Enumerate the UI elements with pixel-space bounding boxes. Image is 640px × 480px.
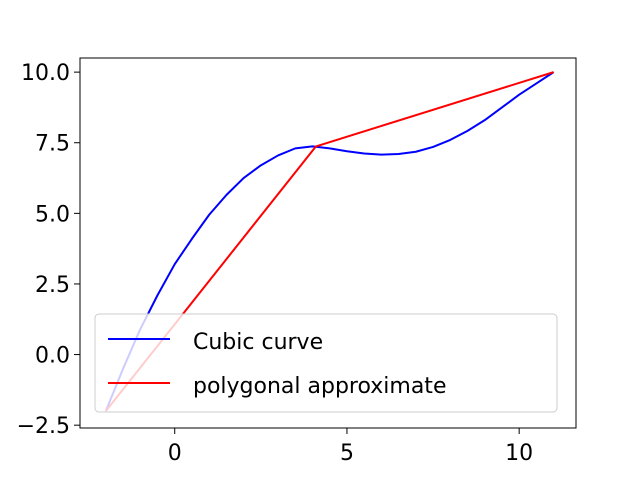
legend-label-polygonal-approximate: polygonal approximate [193, 374, 446, 399]
y-tick-label: 5.0 [35, 202, 70, 227]
y-tick-label: 0.0 [35, 344, 70, 369]
y-tick-label: 2.5 [35, 273, 70, 298]
x-tick-label: 5 [340, 441, 354, 466]
y-axis-ticks: −2.5 0.0 2.5 5.0 7.5 10.0 [17, 61, 80, 439]
legend-label-cubic-curve: Cubic curve [193, 330, 323, 355]
y-tick-label: 7.5 [35, 132, 70, 157]
x-tick-label: 0 [168, 441, 182, 466]
y-tick-label: 10.0 [21, 61, 70, 86]
y-tick-label: −2.5 [17, 414, 70, 439]
x-axis-ticks: 0 5 10 [168, 428, 533, 466]
x-tick-label: 10 [505, 441, 533, 466]
legend: Cubic curve polygonal approximate [94, 313, 558, 413]
series-line-cubic-curve [104, 71, 555, 412]
legend-box [94, 313, 558, 413]
plot-frame [79, 57, 577, 429]
